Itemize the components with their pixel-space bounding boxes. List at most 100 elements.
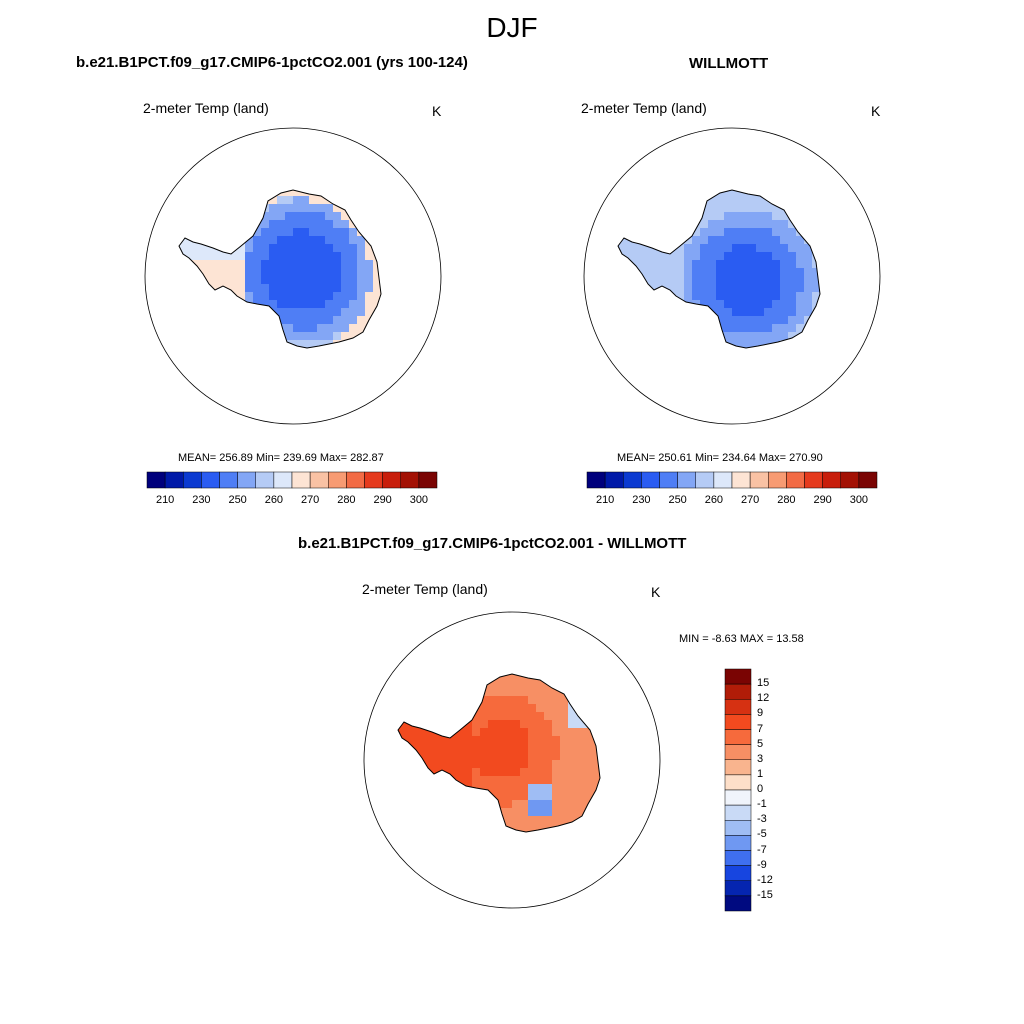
map-field-cell — [440, 776, 449, 785]
map-field-cell — [448, 760, 457, 769]
map-field-cell — [197, 348, 206, 357]
map-field-cell — [764, 268, 773, 277]
diff-variable-label: 2-meter Temp (land) — [362, 581, 488, 597]
colorbar-swatch — [724, 668, 752, 685]
map-field-cell — [700, 276, 709, 285]
map-field-cell — [333, 276, 342, 285]
map-field-cell — [700, 220, 709, 229]
map-field-cell — [341, 220, 350, 229]
map-field-cell — [205, 180, 214, 189]
map-field-cell — [365, 220, 374, 229]
map-field-cell — [520, 760, 529, 769]
map-field-cell — [764, 292, 773, 301]
map-field-cell — [708, 212, 717, 221]
map-field-cell — [398, 776, 401, 785]
colorbar-swatch — [724, 759, 752, 776]
map-field-cell — [416, 800, 425, 809]
map-field-cell — [472, 688, 481, 697]
map-field-cell — [504, 712, 513, 721]
map-field-cell — [748, 340, 757, 348]
map-field-cell — [269, 252, 278, 261]
map-field-cell — [277, 212, 286, 221]
map-field-cell — [756, 332, 765, 341]
map-field-cell — [660, 348, 669, 357]
map-field-cell — [301, 236, 310, 245]
map-field-cell — [301, 284, 310, 293]
map-field-cell — [756, 252, 765, 261]
map-field-cell — [772, 316, 781, 325]
map-field-cell — [448, 752, 457, 761]
map-field-cell — [325, 268, 334, 277]
map-field-cell — [229, 308, 238, 317]
map-field-cell — [398, 704, 401, 713]
map-field-cell — [608, 808, 617, 817]
map-field-cell — [464, 728, 473, 737]
map-field-cell — [772, 332, 781, 341]
map-field-cell — [456, 712, 465, 721]
map-field-cell — [748, 276, 757, 285]
map-field-cell — [560, 784, 569, 793]
map-field-cell — [812, 252, 820, 261]
map-field-cell — [708, 284, 717, 293]
map-field-cell — [796, 308, 805, 317]
map-field-cell — [237, 196, 246, 205]
map-field-cell — [253, 196, 262, 205]
map-field-cell — [357, 292, 366, 301]
map-field-cell — [472, 728, 481, 737]
map-field-cell — [381, 228, 390, 237]
map-field-cell — [660, 228, 669, 237]
map-field-cell — [652, 276, 661, 285]
map-field-cell — [269, 300, 278, 309]
map-field-cell — [229, 284, 238, 293]
map-field-cell — [620, 340, 629, 348]
map-field-cell — [600, 784, 609, 793]
map-field-cell — [261, 356, 270, 365]
map-field-cell — [179, 260, 182, 269]
map-field-cell — [504, 720, 513, 729]
colorbar-swatch — [804, 471, 823, 489]
map-field-cell — [365, 284, 374, 293]
map-field-cell — [592, 784, 600, 793]
map-field-cell — [504, 680, 513, 689]
map-field-cell — [480, 800, 489, 809]
map-field-cell — [652, 348, 661, 357]
map-field-cell — [820, 220, 829, 229]
map-field-cell — [756, 284, 765, 293]
map-field-cell — [245, 236, 254, 245]
map-field-cell — [317, 300, 326, 309]
map-field-cell — [668, 190, 677, 197]
map-field-cell — [820, 284, 829, 293]
map-field-cell — [480, 776, 489, 785]
map-field-cell — [293, 276, 302, 285]
map-field-cell — [301, 212, 310, 221]
model-map — [144, 127, 442, 425]
map-field-cell — [812, 212, 820, 221]
map-field-cell — [644, 196, 653, 205]
map-field-cell — [764, 324, 773, 333]
map-field-cell — [740, 212, 749, 221]
map-field-cell — [189, 348, 198, 357]
map-field-cell — [229, 180, 238, 189]
map-field-cell — [341, 308, 350, 317]
map-field-cell — [608, 696, 617, 705]
map-field-cell — [398, 752, 401, 761]
map-field-cell — [536, 824, 545, 832]
map-field-cell — [780, 236, 789, 245]
colorbar-swatch — [255, 471, 275, 489]
map-field-cell — [253, 276, 262, 285]
map-field-cell — [620, 190, 629, 197]
map-field-cell — [333, 204, 342, 213]
map-field-cell — [684, 356, 693, 365]
map-field-cell — [464, 824, 473, 832]
map-field-cell — [456, 688, 465, 697]
map-field-cell — [716, 308, 725, 317]
map-field-cell — [520, 712, 529, 721]
map-field-cell — [464, 760, 473, 769]
map-field-cell — [293, 236, 302, 245]
map-field-cell — [724, 332, 733, 341]
map-field-cell — [408, 736, 417, 745]
map-field-cell — [325, 252, 334, 261]
map-field-cell — [644, 276, 653, 285]
map-field-cell — [448, 832, 457, 841]
map-field-cell — [576, 752, 585, 761]
